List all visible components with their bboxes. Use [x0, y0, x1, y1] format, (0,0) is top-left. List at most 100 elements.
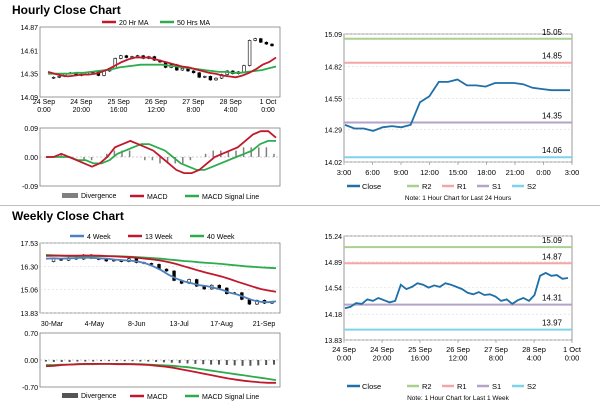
weekly-1w-s2-label: 13.97 — [542, 319, 563, 328]
hourly-macd-y-label: 0.09 — [24, 126, 38, 133]
weekly-1w-x-label: 24 Sep — [332, 345, 356, 354]
hourly-price-candle — [197, 72, 201, 78]
weekly-price-frame — [39, 242, 281, 314]
hourly-24h-x-label: 3:00 — [565, 168, 580, 177]
hourly-24h-legend-s1: S1 — [492, 182, 501, 191]
hourly-legend-divergence: Divergence — [81, 193, 117, 200]
weekly-1w-y-label: 14.18 — [324, 312, 342, 319]
hourly-24h-y-label: 14.29 — [324, 128, 342, 135]
weekly-1w-x-label: 1 Oct — [563, 345, 582, 354]
legend-4-week: 4 Week — [87, 234, 111, 241]
hourly-price-x-label: 28 Sep — [220, 99, 242, 106]
weekly-price-candle — [172, 270, 176, 281]
legend-50hr-ma: 50 Hrs MA — [177, 20, 210, 27]
weekly-price-x-label: 17-Aug — [210, 321, 233, 328]
weekly-1w-x-label: 26 Sep — [446, 345, 470, 354]
weekly-1w-x-label: 4:00 — [527, 354, 542, 363]
weekly-1w-x-label: 12:00 — [449, 354, 468, 363]
hourly-24h-legend-close: Close — [362, 182, 381, 191]
weekly-price-x-label: 21-Sep — [253, 321, 276, 328]
hourly-price-x-label: 16:00 — [110, 107, 128, 114]
hourly-24h-legend-r1: R1 — [457, 182, 467, 191]
weekly-1w-r2-label: 15.09 — [542, 236, 563, 245]
weekly-1w-legend-r1: R1 — [457, 382, 467, 391]
hourly-price-y-label: 14.87 — [20, 25, 38, 32]
weekly-price-y-label: 15.06 — [20, 288, 38, 295]
weekly-1w-legend-r2: R2 — [422, 382, 432, 391]
hourly-price-candle — [242, 65, 246, 73]
weekly-1w-x-label: 16:00 — [411, 354, 430, 363]
weekly-price-x-label: 8-Jun — [128, 321, 146, 328]
weekly-legend-macd: MACD — [147, 394, 168, 401]
weekly-price-candle — [164, 268, 169, 272]
hourly-price-candle — [270, 43, 274, 47]
weekly-1w-x-label: 25 Sep — [408, 345, 432, 354]
weekly-price-y-label: 13.83 — [20, 311, 38, 318]
hourly-price-x-label: 12:00 — [147, 107, 165, 114]
weekly-1w-y-label: 14.54 — [324, 286, 342, 293]
hourly-price-y-label: 14.35 — [20, 72, 38, 79]
hourly-macd-line — [46, 130, 277, 175]
hourly-price-x-label: 25 Sep — [108, 99, 130, 106]
hourly-price-x-label: 20:00 — [73, 107, 91, 114]
hourly-price-candle — [214, 77, 218, 81]
weekly-1w-x-label: 20:00 — [373, 354, 392, 363]
weekly-1w-s1-label: 14.31 — [542, 294, 563, 303]
weekly-price-candle — [104, 259, 108, 262]
weekly-1w-r1-label: 14.87 — [542, 252, 563, 261]
weekly-macd-y-label: 0.70 — [24, 331, 38, 338]
hourly-price-candle — [264, 41, 269, 45]
weekly-price-candle — [149, 263, 154, 265]
hourly-price-candle — [253, 38, 257, 41]
hourly-price-candle — [259, 38, 263, 43]
weekly-1w-y-label: 15.24 — [324, 234, 342, 241]
weekly-macd-y-label: -0.70 — [22, 385, 38, 392]
hourly-price-candle — [208, 76, 213, 81]
weekly-1w-legend-close: Close — [362, 382, 381, 391]
weekly-price-candle — [194, 279, 199, 287]
weekly-1w-x-label: 24 Sep — [370, 345, 394, 354]
hourly-24h-legend-s2: S2 — [527, 182, 536, 191]
hourly-price-y-label: 14.09 — [20, 95, 38, 102]
hourly-24h-y-label: 14.02 — [324, 160, 342, 167]
weekly-1w-x-label: 27 Sep — [484, 345, 508, 354]
hourly-macd-y-label: 0.00 — [24, 155, 38, 162]
weekly-1w-y-label: 14.89 — [324, 260, 342, 267]
hourly-legend-macd: MACD — [147, 194, 168, 201]
hourly-macd-signal-line — [46, 139, 276, 171]
hourly-price-y-label: 14.61 — [20, 48, 38, 55]
weekly-1w-close-line — [344, 271, 569, 310]
hourly-section-title: Hourly Close Chart — [12, 3, 121, 17]
hourly-price-x-label: 27 Sep — [182, 99, 204, 106]
weekly-price-candle — [217, 284, 221, 289]
hourly-price-candle — [135, 55, 140, 57]
weekly-1w-legend-s1: S1 — [492, 382, 501, 391]
hourly-price-frame — [39, 26, 281, 98]
hourly-price-x-label: 4:00 — [224, 107, 238, 114]
weekly-macd-y-label: 0.00 — [24, 358, 38, 365]
hourly-24h-x-label: 3:00 — [337, 168, 352, 177]
hourly-price-candle — [57, 76, 61, 78]
hourly-price-candle — [51, 76, 56, 79]
hourly-24h-x-label: 21:00 — [506, 168, 525, 177]
hourly-price-candle — [191, 70, 196, 74]
weekly-legend-divergence: Divergence — [81, 393, 117, 400]
legend-40-week: 40 Week — [207, 234, 235, 241]
hourly-24h-close-line — [344, 78, 570, 132]
hourly-24h-x-label: 6:00 — [365, 168, 380, 177]
hourly-legend-signal: MACD Signal Line — [202, 194, 259, 201]
weekly-section-title: Weekly Close Chart — [12, 209, 124, 223]
weekly-1w-x-label: 8:00 — [489, 354, 504, 363]
weekly-1w-x-label: 28 Sep — [522, 345, 546, 354]
hourly-price-candle — [203, 76, 207, 78]
hourly-24h-x-label: 15:00 — [449, 168, 468, 177]
hourly-24h-r2-label: 15.05 — [542, 28, 563, 37]
hourly-24h-y-label: 14.82 — [324, 64, 342, 71]
weekly-1w-y-label: 13.83 — [324, 338, 342, 345]
weekly-macd-line — [45, 362, 276, 384]
weekly-price-y-label: 16.30 — [20, 264, 38, 271]
hourly-price-x-label: 24 Sep — [70, 99, 92, 106]
hourly-24h-note: Note: 1 Hour Chart for Last 24 Hours — [405, 195, 512, 202]
weekly-1w-note: Note: 1 Hour Chart for Last 1 Week — [407, 395, 510, 402]
weekly-1w-x-label: 0:00 — [337, 354, 352, 363]
